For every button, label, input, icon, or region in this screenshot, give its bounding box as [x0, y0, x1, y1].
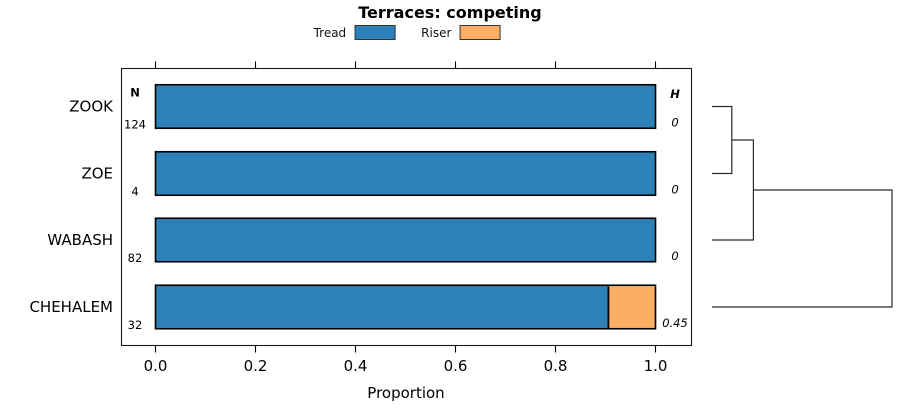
x-tick-label: 0.8 [544, 357, 568, 375]
dendrogram-link [712, 139, 754, 241]
h-value: 0 [671, 116, 678, 130]
legend-item-tread: Tread [314, 25, 396, 40]
dendrogram-link [712, 105, 733, 175]
x-axis-title: Proportion [367, 384, 444, 402]
bar-segment-riser [607, 284, 657, 330]
x-tick-label: 0.2 [244, 357, 268, 375]
legend: Tread Riser [314, 25, 501, 40]
bar-segment-tread [154, 150, 657, 197]
n-value: 82 [128, 251, 143, 265]
n-column-header: N [130, 86, 140, 100]
bar-segment-tread [154, 83, 657, 130]
legend-swatch-riser [459, 25, 501, 40]
n-value: 124 [124, 118, 146, 132]
h-value: 0 [671, 183, 678, 197]
y-category-label: WABASH [47, 231, 113, 249]
bar-segment-tread [154, 284, 610, 330]
x-tick-label: 0.4 [344, 357, 368, 375]
legend-swatch-tread [354, 25, 396, 40]
legend-item-riser: Riser [421, 25, 501, 40]
h-value: 0.45 [662, 316, 688, 330]
legend-label-riser: Riser [421, 25, 452, 40]
chart-title: Terraces: competing [358, 3, 542, 22]
h-column-header: H [670, 87, 680, 101]
y-category-label: ZOE [81, 165, 113, 183]
legend-label-tread: Tread [313, 25, 347, 40]
y-category-label: ZOOK [69, 98, 114, 116]
bar-segment-tread [154, 217, 657, 263]
n-value: 32 [128, 318, 143, 332]
x-tick-label: 0.6 [444, 357, 468, 375]
x-tick-label: 1.0 [644, 357, 668, 375]
y-category-label: CHEHALEM [29, 298, 113, 316]
x-tick-label: 0.0 [144, 357, 168, 375]
n-value: 4 [131, 185, 138, 199]
dendrogram-link [712, 189, 893, 308]
plot-border [120, 67, 693, 347]
h-value: 0 [671, 249, 678, 263]
